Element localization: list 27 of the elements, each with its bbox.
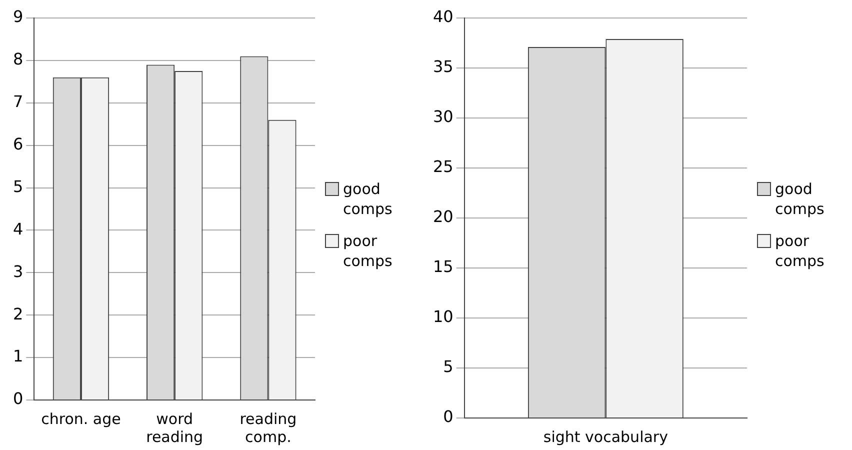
y-tick-label: 3 [12,262,24,281]
y-tick-label: 30 [433,107,454,126]
legend-label: poor comps [775,231,826,271]
legend-label: good comps [775,179,826,219]
legend-label: good comps [343,179,394,219]
y-tick-label: 0 [443,407,454,426]
y-tick-label: 2 [12,304,24,324]
legend-label: poor comps [343,231,394,271]
y-tick-label: 5 [12,176,24,196]
x-tick-label: word reading [146,410,204,446]
x-tick-label: sight vocabulary [543,428,668,446]
y-tick-label: 0 [12,389,24,408]
y-tick-label: 35 [433,57,454,76]
y-tick-label: 8 [12,50,24,69]
y-tick-label: 5 [443,357,454,376]
y-tick-label: 15 [433,257,454,276]
y-tick-label: 6 [12,134,24,154]
y-tick-label: 20 [433,207,454,226]
y-tick-label: 1 [12,346,24,366]
y-tick-label: 10 [433,307,454,326]
x-tick-label: chron. age [41,410,121,428]
y-tick-label: 9 [12,7,24,26]
y-tick-label: 4 [12,219,24,238]
y-tick-label: 7 [12,92,24,112]
y-tick-label: 40 [433,7,454,26]
y-tick-label: 25 [433,157,454,176]
x-tick-label: reading comp. [240,410,297,446]
